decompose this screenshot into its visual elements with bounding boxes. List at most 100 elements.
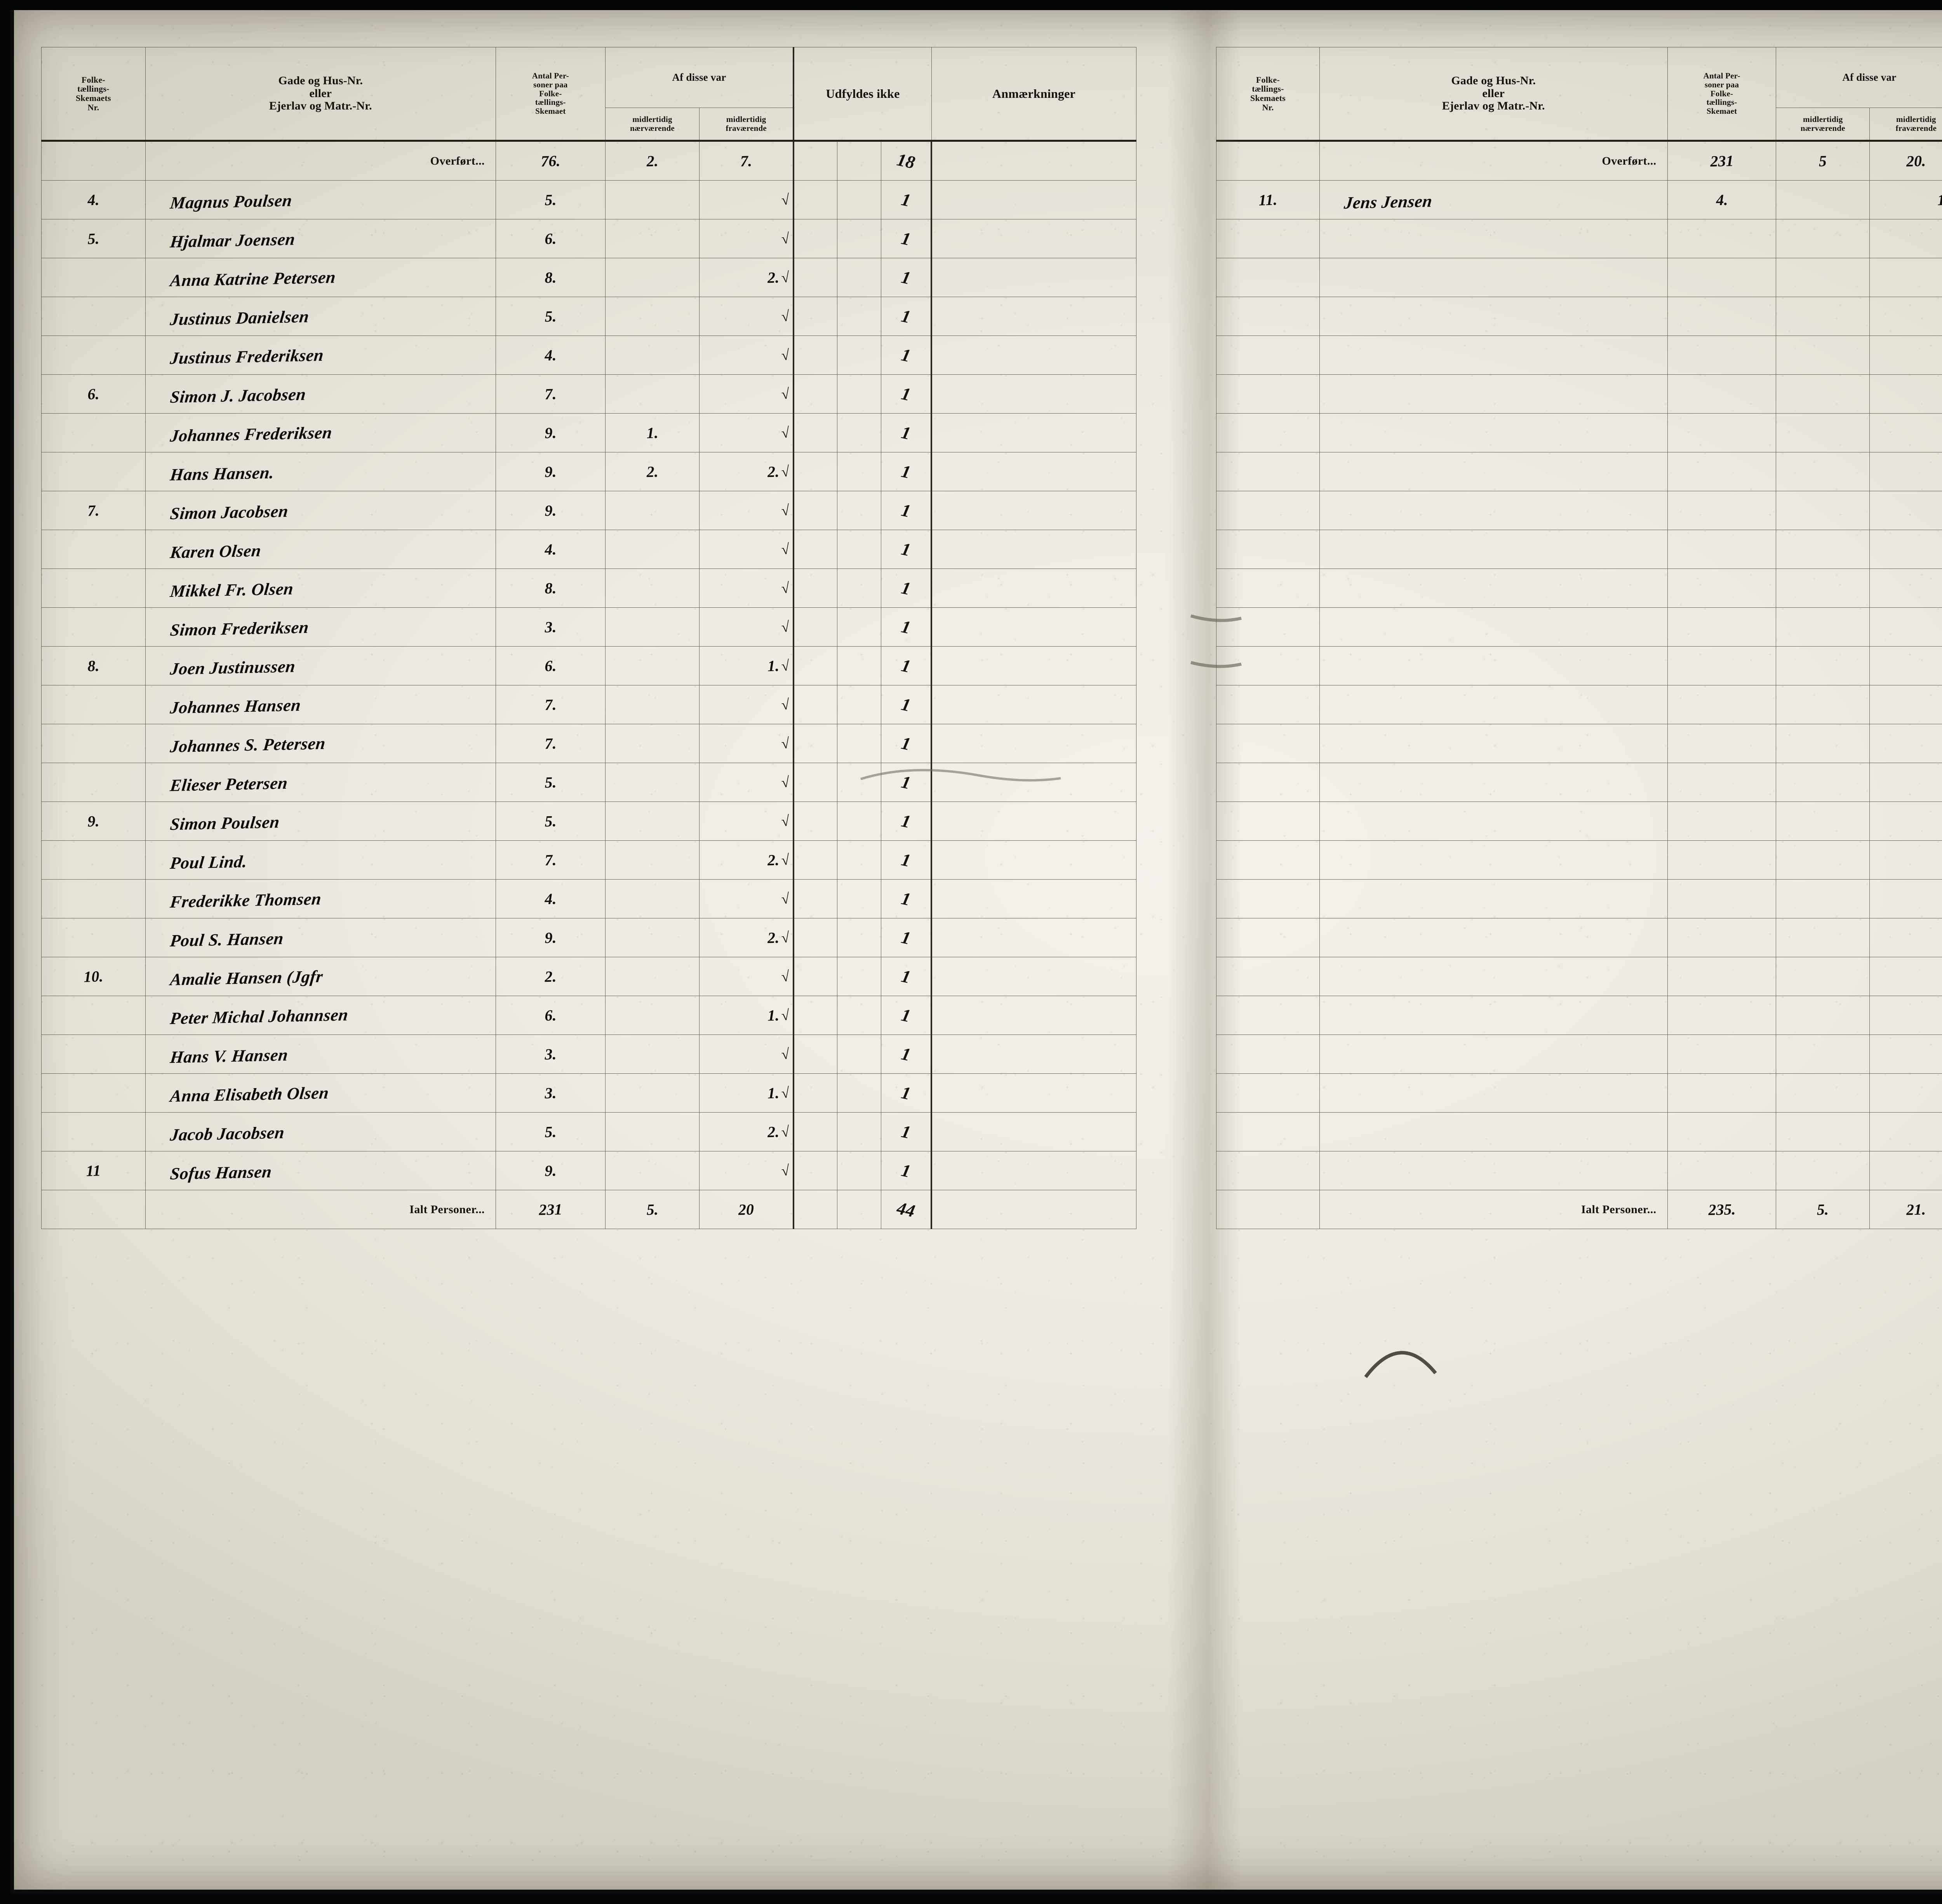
row-udfyldes-2 [837,1112,882,1151]
row-anmaerkninger [931,918,1137,957]
table-row [1216,297,1942,336]
row-udfyldes-2 [837,219,882,258]
row-udfyldes-1-value [794,432,837,433]
row-name [1319,297,1668,336]
row-skema-nr-value [1216,392,1319,396]
row-naervaerende [605,297,700,336]
row-name-value: Joen Justinussen [169,657,296,679]
row-skema-nr [1216,491,1320,530]
row-udfyldes-2 [837,336,882,375]
row-udfyldes-tally-value: 1 [900,616,913,638]
row-anmaerkninger-value [932,663,1136,668]
row-fravaerende: 1.√ [699,1073,794,1113]
row-antal-value: 9. [544,463,557,481]
row-naervaerende-value [606,1170,699,1172]
row-udfyldes-2-value [837,471,881,472]
row-name-value [1320,1089,1667,1097]
table-row: Hans Hansen. 9. 2. 2. √ 1 [41,452,1137,491]
carryover-antal-value: 231 [1710,152,1734,170]
carryover-fravaerende-value: 20. [1906,152,1926,170]
row-name-value [1320,623,1667,631]
row-fravaerende: 2. √ [699,1112,794,1151]
row-fravaerende-value: 2. [767,268,780,287]
row-naervaerende [605,258,700,297]
row-udfyldes-tally-value: 1 [900,849,913,871]
row-name: Jens Jensen [1319,180,1668,219]
row-udfyldes-2 [837,530,882,569]
row-anmaerkninger [931,763,1137,802]
row-udfyldes-tally: 1 [881,957,933,996]
row-naervaerende-value [1777,199,1870,201]
row-naervaerende [1776,1035,1870,1074]
row-naervaerende-value [606,820,699,822]
header-midlertidig-naervaerende: midlertidig nærværende [1776,108,1870,142]
row-skema-nr-value [1216,1052,1319,1056]
row-name: Amalie Hansen (Jgfr [145,957,496,996]
row-naervaerende [605,802,700,841]
table-header: Folke- tællings- Skemaets Nr. Gade og Hu… [1216,47,1942,142]
row-naervaerende-value [606,626,699,628]
row-skema-nr-value [1216,276,1319,279]
row-naervaerende-value [1777,432,1870,434]
row-name-value: Hans V. Hansen [169,1045,289,1067]
row-name [1319,802,1668,841]
row-udfyldes-2 [837,374,882,414]
row-skema-nr-value [42,858,145,862]
table-row [1216,1112,1942,1151]
row-fravaerende [1869,879,1942,918]
row-fravaerende [1869,569,1942,608]
row-anmaerkninger [931,685,1137,724]
row-udfyldes-tally-value: 1 [900,1160,913,1181]
row-anmaerkninger [931,957,1137,996]
row-udfyldes-1-value [794,898,837,899]
row-fravaerende [1869,452,1942,491]
row-udfyldes-1 [793,180,838,219]
row-name-value [1320,662,1667,669]
row-udfyldes-tally-value: 1 [900,888,913,909]
row-name-value: Simon Jacobsen [169,501,289,523]
ledger-spread: Folke- tællings- Skemaets Nr. Gade og Hu… [14,10,1942,1890]
row-antal: 7. [495,374,606,414]
row-name [1319,957,1668,996]
table-row: 4. Magnus Poulsen 5. √ 1 [41,180,1137,219]
row-antal-value: 6. [544,657,557,675]
row-skema-nr-value: 6. [87,385,100,403]
row-naervaerende [1776,957,1870,996]
row-udfyldes-1 [793,1151,838,1190]
row-anmaerkninger [931,996,1137,1035]
row-udfyldes-1 [793,1073,838,1113]
table-row [1216,258,1942,297]
row-name [1319,724,1668,763]
total-anmaerkninger [931,1190,1137,1229]
table-row [1216,219,1942,258]
row-naervaerende-value [1777,742,1870,745]
total-udfyldes-2-value [837,1209,881,1210]
row-skema-nr-value [42,1130,145,1134]
row-name-value [1320,740,1667,747]
row-antal-value: 5. [544,307,557,325]
total-fravaerende: 20 [699,1190,794,1229]
row-anmaerkninger-value [932,1013,1136,1018]
total-antal-value: 235. [1708,1200,1736,1219]
row-fravaerende: √ [699,1035,794,1074]
row-antal-value [1668,431,1776,434]
row-fravaerende: √ [699,491,794,530]
row-anmaerkninger [931,336,1137,375]
table-row [1216,646,1942,685]
row-fravaerende-value: 1. [767,1006,780,1024]
row-check-mark: √ [781,696,791,713]
carryover-label: Overført... [145,141,496,181]
row-fravaerende [1869,1073,1942,1113]
row-udfyldes-1 [793,374,838,414]
row-naervaerende-value [606,199,699,201]
row-name: Simon J. Jacobsen [145,374,496,414]
row-anmaerkninger-value [932,391,1136,396]
row-udfyldes-tally-value: 1 [900,694,913,715]
row-antal-value: 5. [544,1123,557,1141]
header-gade-og-husnr: Gade og Hus-Nr. eller Ejerlav og Matr.-N… [145,47,496,142]
row-antal: 5. [495,802,606,841]
table-row [1216,374,1942,414]
row-skema-nr [1216,879,1320,918]
row-name-value [1320,468,1667,475]
row-naervaerende-value [1777,704,1870,706]
